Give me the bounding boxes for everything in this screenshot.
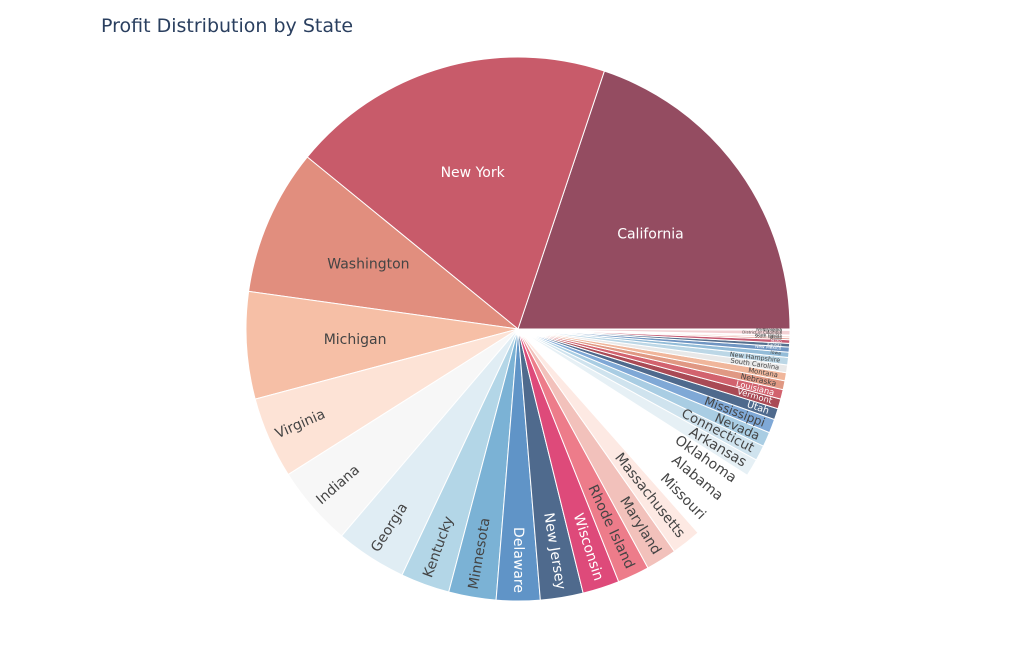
slice-label-district-of-columbia: District of Columbia	[742, 329, 782, 335]
chart-title: Profit Distribution by State	[101, 15, 354, 37]
slice-label-iowa: Iowa	[770, 350, 781, 357]
slice-label-wyoming: Wyoming	[763, 327, 782, 332]
pie-slice-california[interactable]	[517, 70, 791, 330]
slice-label-kansas: Kansas	[767, 341, 781, 347]
slice-label-new-mexico: New Mexico	[755, 344, 782, 352]
pie-slice-washington[interactable]	[248, 156, 520, 330]
slice-label-north-dakota: North Dakota	[755, 332, 782, 338]
slice-label-delaware: Delaware	[510, 527, 526, 593]
pie-slice-west-virginia[interactable]	[517, 328, 791, 331]
slice-label-michigan: Michigan	[324, 332, 387, 348]
slice-label-west-virginia: West Virginia	[756, 327, 783, 332]
slice-label-washington: Washington	[327, 257, 409, 273]
slices-layer	[245, 56, 791, 602]
slice-label-south-dakota: South Dakota	[755, 333, 783, 339]
slice-label-new-york: New York	[441, 165, 506, 181]
slice-label-california: California	[617, 227, 683, 243]
slice-label-idaho: Idaho	[770, 338, 782, 344]
slice-label-maine: Maine	[770, 336, 783, 341]
pie-slice-new-york[interactable]	[306, 56, 605, 330]
